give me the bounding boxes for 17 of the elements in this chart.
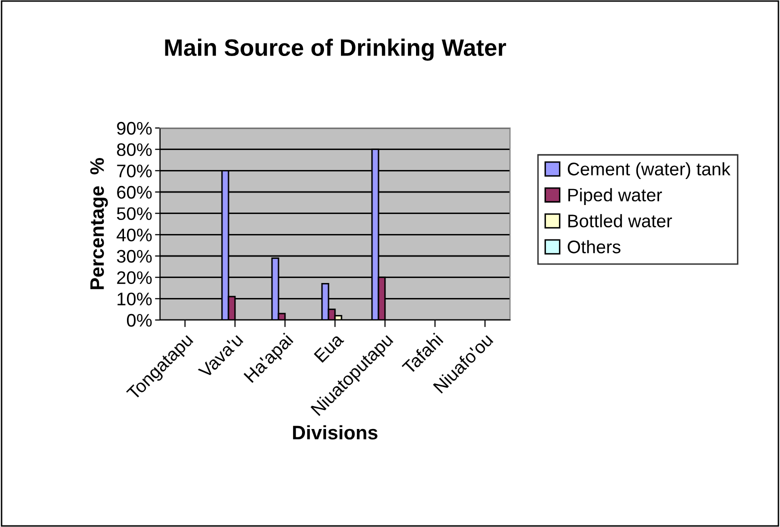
y-axis-title: Percentage % [90, 158, 108, 290]
y-tick-label: 70% [117, 164, 152, 178]
y-tick-label: 50% [116, 207, 152, 220]
y-tick-label: 10% [118, 292, 152, 306]
y-tick-label: 30% [116, 250, 152, 263]
legend-label: Piped water [568, 188, 662, 205]
y-tick-label: 80% [117, 143, 152, 156]
y-tick-label: 90% [117, 122, 152, 135]
y-tick-label: 40% [116, 228, 152, 242]
x-axis-title: Divisions [293, 425, 378, 440]
y-tick-label: 20% [117, 271, 152, 284]
legend-label: Others [568, 240, 620, 254]
y-tick-label: 0% [126, 314, 152, 327]
chart-title: Main Source of Drinking Water [165, 38, 506, 61]
legend-label: Cement (water) tank [568, 162, 730, 180]
legend-label: Bottled water [568, 214, 672, 228]
y-tick-label: 60% [117, 186, 152, 199]
